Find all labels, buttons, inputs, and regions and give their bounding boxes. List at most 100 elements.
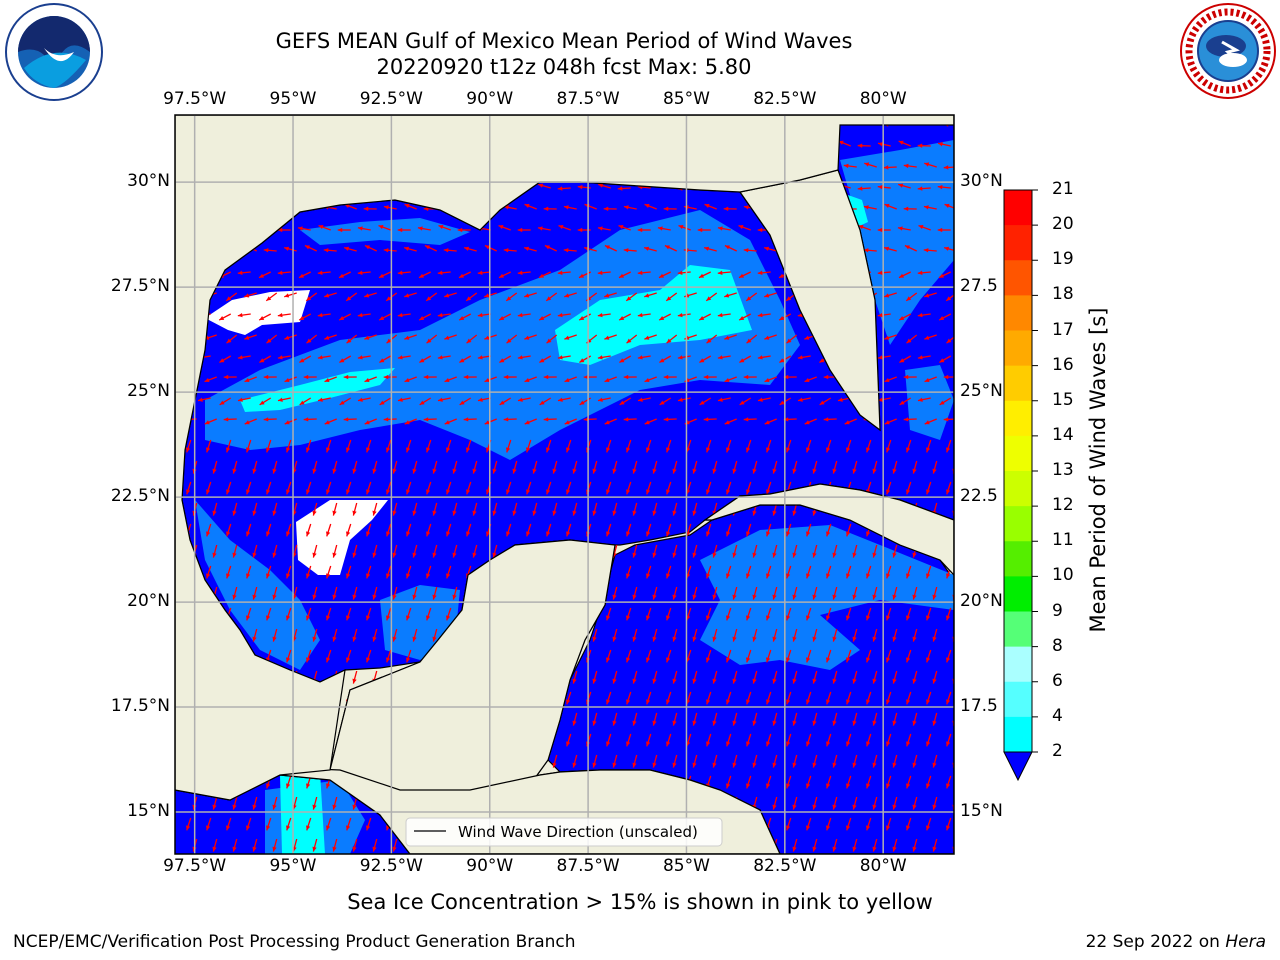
- wind-arrow: [606, 481, 612, 495]
- wind-arrow: [277, 355, 291, 360]
- cuba-land-overlay: [703, 483, 954, 576]
- wind-arrow: [945, 294, 954, 302]
- wind-arrow: [246, 607, 252, 621]
- lon-tick-label: 92.5°W: [359, 856, 423, 876]
- wind-arrow: [618, 224, 631, 231]
- wind-arrow: [832, 628, 838, 642]
- wind-arrow: [352, 838, 358, 852]
- lon-tick-label: 82.5°W: [753, 89, 817, 109]
- wind-arrow: [452, 586, 458, 600]
- wind-arrow: [466, 523, 472, 537]
- wind-arrow: [692, 460, 698, 474]
- wind-arrow: [546, 481, 552, 495]
- wind-arrow: [466, 481, 472, 495]
- wind-arrow: [352, 628, 358, 642]
- chart-title: GEFS MEAN Gulf of Mexico Mean Period of …: [275, 29, 853, 53]
- wind-arrow: [632, 628, 638, 642]
- wind-arrow: [332, 460, 338, 474]
- wind-arrow: [932, 796, 938, 810]
- wind-arrow: [917, 186, 931, 191]
- footer-date: 22 Sep 2022 on Hera: [1086, 932, 1266, 952]
- wind-arrow: [917, 270, 931, 275]
- wind-arrow: [757, 397, 771, 402]
- wind-arrow: [505, 292, 518, 302]
- wind-arrow: [526, 481, 532, 495]
- wind-arrow: [857, 143, 871, 148]
- wind-arrow: [237, 355, 251, 360]
- wind-arrow: [363, 206, 377, 212]
- wind-arrow: [625, 292, 638, 302]
- wind-arrow: [386, 607, 392, 621]
- wind-arrow: [272, 586, 278, 600]
- wind-arrow: [404, 376, 417, 383]
- wind-arrow: [672, 502, 678, 516]
- wind-arrow: [226, 565, 232, 579]
- wind-arrow: [432, 586, 438, 600]
- wind-arrow: [598, 183, 611, 189]
- wind-arrow: [705, 292, 718, 302]
- wind-arrow: [659, 355, 672, 363]
- wind-arrow: [717, 312, 731, 318]
- wind-arrow: [597, 226, 611, 231]
- wind-arrow: [392, 502, 398, 516]
- wind-arrow: [743, 248, 757, 253]
- wind-arrow: [943, 165, 954, 170]
- sea-ice-note: Sea Ice Concentration > 15% is shown in …: [347, 890, 933, 914]
- wind-arrow: [386, 439, 392, 453]
- wind-arrow: [746, 523, 752, 537]
- wind-arrow: [406, 523, 412, 537]
- wind-arrow: [538, 271, 551, 279]
- wind-arrow: [672, 586, 678, 600]
- wind-arrow: [897, 226, 911, 231]
- wind-arrow: [299, 355, 312, 363]
- wind-arrow: [632, 502, 638, 516]
- wind-arrow: [266, 607, 272, 621]
- wind-arrow: [266, 523, 272, 537]
- wind-arrow: [739, 397, 752, 406]
- wind-arrow: [652, 544, 658, 558]
- wind-arrow: [812, 544, 818, 558]
- wind-arrow: [926, 691, 932, 705]
- wind-arrow: [644, 334, 657, 340]
- wind-arrow: [932, 670, 938, 684]
- wind-arrow: [452, 544, 458, 558]
- wind-arrow: [579, 397, 592, 406]
- wind-arrow: [892, 712, 898, 726]
- wind-arrow: [263, 374, 277, 380]
- wind-arrow: [326, 523, 332, 537]
- wind-arrow: [232, 544, 238, 558]
- wind-arrow: [883, 246, 897, 252]
- wind-arrow: [397, 312, 411, 318]
- wind-arrow: [886, 775, 892, 789]
- wind-arrow: [797, 397, 811, 402]
- colorbar-segment: [1004, 260, 1032, 296]
- colorbar-segment: [1004, 365, 1032, 402]
- wind-arrow: [906, 649, 912, 663]
- wind-arrow: [452, 460, 458, 474]
- wind-arrow: [924, 334, 937, 340]
- wind-arrow: [926, 439, 932, 453]
- wind-arrow: [943, 374, 954, 380]
- wind-arrow: [623, 248, 637, 253]
- wind-arrow: [244, 292, 257, 298]
- wind-arrow: [692, 712, 698, 726]
- wind-arrow: [698, 271, 711, 279]
- wind-arrow: [277, 312, 291, 318]
- wind-arrow: [259, 397, 272, 406]
- wind-arrow: [898, 271, 911, 279]
- wind-arrow: [538, 313, 552, 321]
- wind-arrow: [766, 691, 772, 705]
- noaa-logo: [5, 3, 103, 101]
- wind-arrow: [423, 374, 437, 380]
- wind-arrow: [357, 397, 371, 402]
- wind-arrow: [852, 838, 858, 852]
- lat-tick-label: 22.5: [960, 486, 998, 507]
- wind-arrow: [786, 523, 792, 537]
- wind-arrow: [499, 355, 512, 363]
- wind-arrow: [303, 417, 317, 422]
- wind-arrow: [339, 397, 352, 406]
- wind-arrow: [692, 670, 698, 684]
- wind-arrow: [406, 481, 412, 495]
- wind-arrow: [877, 270, 891, 275]
- wind-arrow: [612, 628, 618, 642]
